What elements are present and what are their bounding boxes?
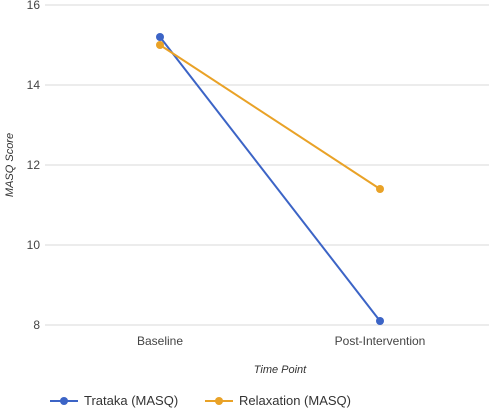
y-tick-label-14: 14 bbox=[27, 78, 41, 92]
data-point-0-1 bbox=[376, 317, 384, 325]
y-axis-title: MASQ Score bbox=[4, 133, 16, 197]
legend-label-1: Relaxation (MASQ) bbox=[239, 393, 351, 408]
data-point-0-0 bbox=[156, 33, 164, 41]
series-line-1 bbox=[159, 44, 381, 190]
legend-swatch-dot-1 bbox=[215, 397, 223, 405]
y-tick-label-8: 8 bbox=[33, 318, 40, 332]
series-line-0 bbox=[159, 36, 381, 322]
legend: Trataka (MASQ) Relaxation (MASQ) bbox=[50, 393, 351, 408]
y-tick-label-10: 10 bbox=[27, 238, 41, 252]
data-point-1-1 bbox=[376, 185, 384, 193]
legend-swatch-dot-0 bbox=[60, 397, 68, 405]
data-point-1-0 bbox=[156, 41, 164, 49]
y-tick-labels: 8 10 12 14 16 bbox=[27, 0, 41, 332]
x-axis-title: Time Point bbox=[254, 364, 307, 376]
y-tick-label-12: 12 bbox=[27, 158, 41, 172]
series-lines bbox=[156, 33, 384, 325]
gridlines bbox=[45, 4, 489, 326]
y-tick-label-16: 16 bbox=[27, 0, 41, 12]
legend-label-0: Trataka (MASQ) bbox=[84, 393, 178, 408]
x-tick-label-1: Post-Intervention bbox=[335, 334, 426, 348]
x-tick-label-0: Baseline bbox=[137, 334, 183, 348]
x-tick-labels: Baseline Post-Intervention bbox=[137, 334, 425, 348]
